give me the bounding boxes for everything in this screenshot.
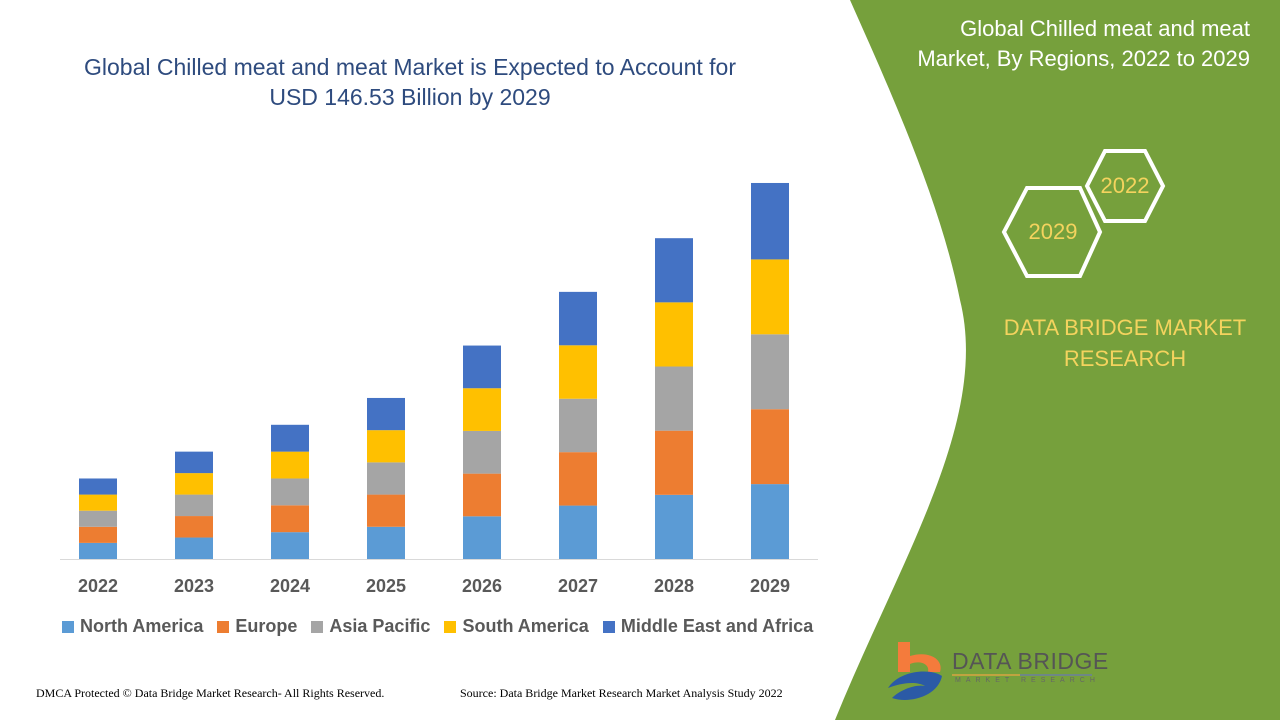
bar-2024-series-2 <box>271 478 309 506</box>
bar-2027-series-0 <box>559 505 597 559</box>
bar-2027-series-4 <box>559 291 597 346</box>
green-side-panel <box>835 0 1280 720</box>
data-bridge-logo-icon <box>888 642 942 700</box>
chart-title: Global Chilled meat and meat Market is E… <box>84 54 736 110</box>
x-tick-label: 2029 <box>750 576 790 596</box>
hexagon-2022 <box>1084 149 1166 223</box>
bar-2022-series-0 <box>79 542 117 559</box>
x-tick-label: 2023 <box>174 576 214 596</box>
bar-2025-series-3 <box>367 430 405 463</box>
bar-2022-series-1 <box>79 526 117 543</box>
legend-item: South America <box>444 616 589 637</box>
bar-2028-series-1 <box>655 430 693 495</box>
legend-swatch <box>62 620 74 633</box>
x-tick-label: 2026 <box>462 576 502 596</box>
hexagon-2029 <box>1001 186 1103 278</box>
legend-label: North America <box>80 616 204 636</box>
bar-2024-series-1 <box>271 505 309 533</box>
bar-2024-series-3 <box>271 451 309 479</box>
brand-text: DATA BRIDGE MARKET RESEARCH <box>1003 315 1247 371</box>
hex-label-2029: 2029 <box>1028 219 1078 244</box>
bar-2029-series-3 <box>751 259 789 335</box>
bar-2023-series-2 <box>175 494 213 517</box>
logo-name: DATA BRIDGE <box>952 648 1109 674</box>
x-tick-label: 2028 <box>654 576 694 596</box>
side-panel-title: Global Chilled meat and meat Market, By … <box>917 16 1250 71</box>
legend-item: North America <box>62 616 203 637</box>
bar-2029-series-0 <box>751 484 789 559</box>
bar-2027-series-3 <box>559 345 597 399</box>
hex-label-2022: 2022 <box>1100 173 1150 198</box>
source-text: Source: Data Bridge Market Research Mark… <box>460 686 783 700</box>
legend-swatch <box>217 620 230 633</box>
bar-2022-series-3 <box>79 494 117 511</box>
bar-2026-series-4 <box>463 345 501 389</box>
legend: North America Europe Asia Pacific South Ame… <box>62 616 813 637</box>
x-tick-labels: 2022 2023 2024 2025 2026 2027 2028 2029 <box>78 576 790 596</box>
bar-2023-series-0 <box>175 537 213 559</box>
bar-2027-series-1 <box>559 452 597 506</box>
copyright-text: DMCA Protected © Data Bridge Market Rese… <box>36 686 385 700</box>
legend-label: Asia Pacific <box>329 616 431 636</box>
bar-2022-series-4 <box>79 478 117 495</box>
legend-swatch <box>602 620 615 633</box>
bar-2028-series-0 <box>655 494 693 559</box>
x-tick-label: 2024 <box>270 576 310 596</box>
bar-2028-series-4 <box>655 238 693 303</box>
x-tick-label: 2025 <box>366 576 406 596</box>
legend-item: Asia Pacific <box>311 616 430 637</box>
legend-swatch <box>444 620 457 633</box>
bar-2026-series-0 <box>463 516 501 559</box>
bar-2023-series-3 <box>175 473 213 495</box>
bar-2026-series-3 <box>463 388 501 431</box>
bar-2023-series-4 <box>175 451 213 474</box>
bar-2026-series-2 <box>463 430 501 474</box>
bar-2027-series-2 <box>559 398 597 453</box>
legend-label: Middle East and Africa <box>620 616 814 636</box>
bar-2025-series-2 <box>367 462 405 495</box>
legend-item: Europe <box>217 616 297 637</box>
legend-label: Europe <box>235 616 298 636</box>
bar-2026-series-1 <box>463 473 501 517</box>
bar-2029-series-1 <box>751 409 789 485</box>
bar-2028-series-3 <box>655 302 693 367</box>
bar-2025-series-4 <box>367 397 405 431</box>
bar-2028-series-2 <box>655 366 693 431</box>
x-tick-label: 2022 <box>78 576 118 596</box>
bar-2029-series-2 <box>751 334 789 410</box>
bar-2023-series-1 <box>175 516 213 538</box>
legend-swatch <box>311 620 324 633</box>
bar-2024-series-0 <box>271 532 309 559</box>
x-tick-label: 2027 <box>558 576 598 596</box>
legend-item: Middle East and Africa <box>602 616 814 637</box>
bar-2022-series-2 <box>79 510 117 527</box>
bars-group <box>79 182 789 559</box>
bar-2024-series-4 <box>271 424 309 452</box>
bar-2025-series-1 <box>367 494 405 527</box>
logo-sub: MARKET RESEARCH <box>955 677 1100 684</box>
bar-2025-series-0 <box>367 526 405 559</box>
legend-label: South America <box>462 616 589 636</box>
bar-2029-series-4 <box>751 182 789 260</box>
